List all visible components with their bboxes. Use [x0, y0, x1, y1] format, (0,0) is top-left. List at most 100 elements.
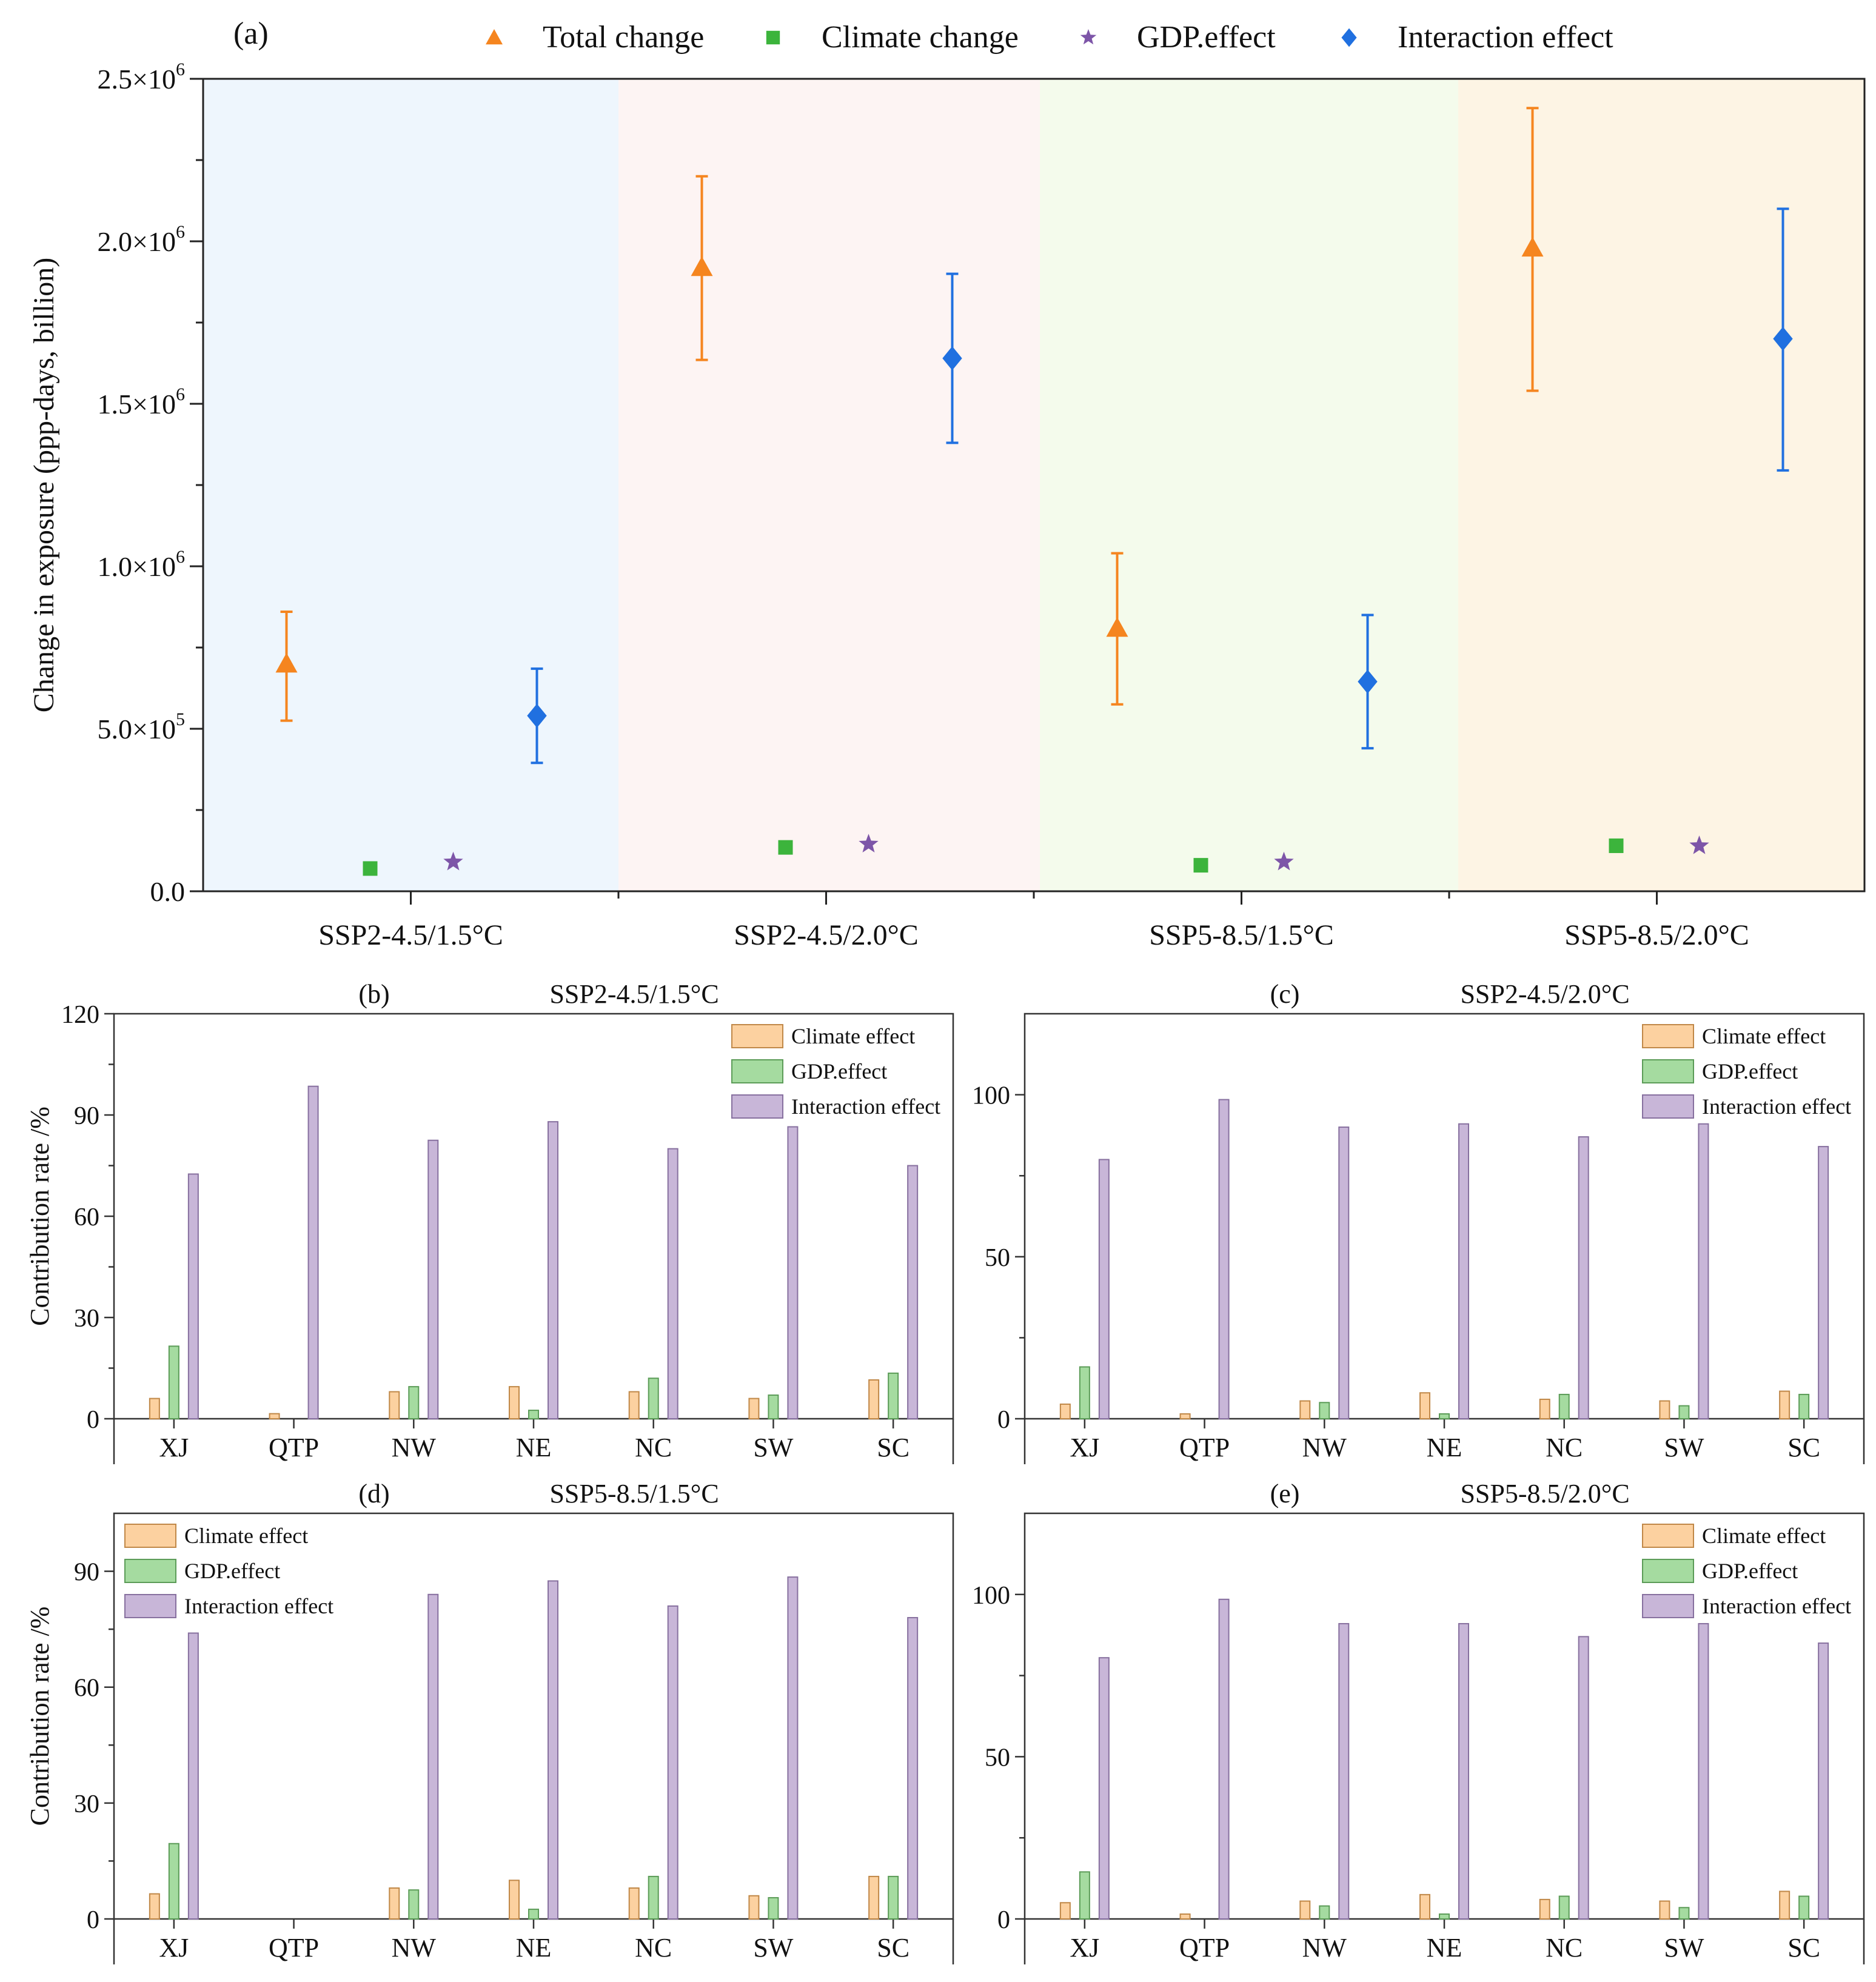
y-tick-mantissa: 1.5×10 [98, 389, 176, 420]
bar-gdp-effect-sw [1678, 1405, 1690, 1420]
bar-gdp-effect-xj [168, 1843, 179, 1920]
panel-b: 0 30 60 90 120 Contribution rate /% (b) SSP2-4.… [25, 979, 954, 1464]
bar-climate-effect-qtp [1179, 1413, 1191, 1419]
x-tick-label-qtp: QTP [1179, 1933, 1230, 1963]
x-tick-label-qtp: QTP [1179, 1433, 1230, 1462]
bar-gdp-effect-sc [888, 1875, 899, 1920]
legend-label-climate-effect: Climate effect [791, 1024, 915, 1048]
y-tick-mantissa: 0.0 [150, 876, 186, 907]
x-tick-label-ssp5-8-5-1-5-c: SSP5-8.5/1.5°C [1149, 919, 1334, 951]
bar-interaction-effect-nc [667, 1605, 678, 1920]
legend-swatch-gdp-effect [1642, 1059, 1694, 1083]
panel-label: (e) [1270, 1479, 1300, 1508]
point-gdp-effect [1274, 851, 1294, 871]
panel-label: (b) [358, 979, 389, 1009]
y-tick-mantissa: 1.0×10 [98, 551, 176, 582]
legend-swatch-interaction-effect [1642, 1094, 1694, 1119]
point-gdp-effect [443, 851, 463, 871]
y-tick-exponent: 6 [176, 547, 185, 567]
x-tick-label-qtp: QTP [269, 1433, 319, 1462]
point-gdp-effect [1689, 835, 1709, 854]
y-axis-label: Contribution rate /% [25, 1607, 55, 1826]
bar-gdp-effect-ne [528, 1410, 539, 1419]
x-tick-label-sc: SC [877, 1433, 910, 1462]
x-tick-label-ssp2-4-5-2-0-c: SSP2-4.5/2.0°C [734, 919, 919, 951]
bar-interaction-effect-sc [907, 1617, 919, 1920]
bar-interaction-effect-sw [1698, 1622, 1709, 1920]
y-tick-label: 0 [997, 1906, 1010, 1934]
bar-climate-effect-nc [628, 1887, 640, 1920]
legend-label-gdp-effect: GDP.effect [1702, 1559, 1798, 1583]
bar-climate-effect-xj [149, 1398, 160, 1420]
legend-swatch-climate-effect [124, 1524, 176, 1548]
y-tick-label: 50 [985, 1744, 1010, 1772]
x-tick-label-sc: SC [1787, 1433, 1820, 1462]
x-tick-label-nw: NW [392, 1933, 437, 1963]
bar-gdp-effect-sc [1798, 1393, 1810, 1419]
bar-climate-effect-xj [1059, 1403, 1071, 1419]
y-tick-label: 60 [74, 1204, 99, 1231]
y-tick-label: 100 [972, 1582, 1010, 1610]
x-tick-label-sw: SW [753, 1933, 793, 1963]
y-tick-label: 90 [74, 1559, 99, 1587]
scenario-background-4 [1458, 79, 1864, 891]
point-climate-change [363, 861, 378, 876]
legend-swatch-interaction-effect [1642, 1594, 1694, 1618]
bar-climate-effect-nw [1299, 1400, 1311, 1419]
panel-c: 0 50 100 (c) SSP2-4.5/2.0°C XJ QTP NW NE NC SW SC Cl… [972, 979, 1865, 1464]
panel-label: (d) [358, 1479, 389, 1508]
bar-gdp-effect-nw [1319, 1905, 1330, 1920]
x-tick-label-nw: NW [1302, 1933, 1347, 1963]
x-tick-label-nw: NW [1302, 1433, 1347, 1462]
y-tick-exponent: 6 [176, 59, 185, 79]
point-climate-change [1609, 838, 1624, 853]
point-total-change [1106, 617, 1128, 637]
bar-gdp-effect-ne [528, 1909, 539, 1920]
legend-label-interaction-effect: Interaction effect [1398, 20, 1613, 55]
panel-title: SSP2-4.5/2.0°C [1460, 979, 1629, 1009]
x-tick-label-nc: NC [1546, 1933, 1583, 1963]
bar-gdp-effect-nc [648, 1378, 659, 1419]
legend-label-climate-change: Climate change [822, 20, 1019, 55]
bar-climate-effect-sc [868, 1875, 880, 1920]
point-total-change [275, 652, 298, 673]
legend-marker-total-change [486, 29, 503, 45]
y-tick-label: 30 [74, 1305, 99, 1333]
bar-interaction-effect-nw [1338, 1127, 1350, 1420]
bar-climate-effect-sc [1779, 1890, 1791, 1920]
x-tick-label-nw: NW [392, 1433, 437, 1462]
legend-marker-climate-change [766, 30, 780, 45]
bar-climate-effect-sw [748, 1398, 760, 1420]
y-tick-mantissa: 2.5×10 [98, 64, 176, 95]
bar-gdp-effect-ne [1439, 1413, 1450, 1419]
x-tick-label-sc: SC [877, 1933, 910, 1963]
point-interaction-effect [942, 346, 962, 370]
x-tick-label-ne: NE [516, 1933, 552, 1963]
legend-swatch-gdp-effect [124, 1559, 176, 1583]
y-tick-label: 0 [87, 1906, 99, 1934]
y-tick-label: 0.0 [150, 876, 186, 907]
legend-label-interaction-effect: Interaction effect [791, 1094, 940, 1119]
x-tick-label-nc: NC [635, 1933, 672, 1963]
y-tick-label: 100 [972, 1082, 1010, 1110]
bar-interaction-effect-sw [787, 1576, 799, 1920]
bar-interaction-effect-ne [548, 1580, 558, 1920]
y-tick-label: 0 [997, 1406, 1010, 1434]
legend-label-gdp-effect: GDP.effect [791, 1059, 887, 1083]
bar-interaction-effect-nw [427, 1139, 439, 1419]
legend-label-gdp-effect: GDP.effect [184, 1559, 280, 1583]
bar-climate-effect-qtp [269, 1413, 280, 1419]
x-tick-label-sc: SC [1787, 1933, 1820, 1963]
legend-label-gdp-effect: GDP.effect [1137, 20, 1276, 55]
legend-swatch-climate-effect [1642, 1024, 1694, 1048]
point-climate-change [1193, 858, 1208, 873]
bar-climate-effect-sw [1659, 1900, 1670, 1920]
point-total-change [1521, 236, 1544, 257]
bar-interaction-effect-ne [1458, 1622, 1469, 1920]
legend-label-interaction-effect: Interaction effect [1702, 1594, 1851, 1618]
legend-swatch-gdp-effect [1642, 1559, 1694, 1583]
legend-label-climate-effect: Climate effect [184, 1524, 308, 1548]
bar-gdp-effect-ne [1439, 1913, 1450, 1920]
y-axis-label: Contribution rate /% [25, 1107, 55, 1326]
scenario-background-1 [203, 79, 618, 891]
